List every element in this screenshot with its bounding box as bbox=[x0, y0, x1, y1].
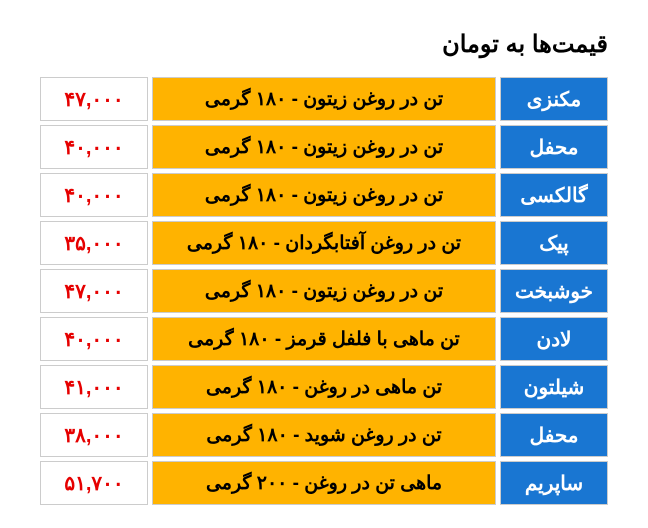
product-cell: تن در روغن زیتون - ۱۸۰ گرمی bbox=[152, 173, 496, 217]
product-cell: ماهی تن در روغن - ۲۰۰ گرمی bbox=[152, 461, 496, 505]
brand-cell: مکنزی bbox=[500, 77, 608, 121]
table-row: لادنتن ماهی با فلفل قرمز - ۱۸۰ گرمی۴۰,۰۰… bbox=[40, 317, 608, 361]
price-cell: ۵۱,۷۰۰ bbox=[40, 461, 148, 505]
price-cell: ۴۰,۰۰۰ bbox=[40, 317, 148, 361]
table-row: پیکتن در روغن آفتابگردان - ۱۸۰ گرمی۳۵,۰۰… bbox=[40, 221, 608, 265]
price-cell: ۴۷,۰۰۰ bbox=[40, 269, 148, 313]
table-row: محفلتن در روغن زیتون - ۱۸۰ گرمی۴۰,۰۰۰ bbox=[40, 125, 608, 169]
brand-cell: محفل bbox=[500, 125, 608, 169]
brand-cell: گالکسی bbox=[500, 173, 608, 217]
price-cell: ۴۰,۰۰۰ bbox=[40, 173, 148, 217]
brand-cell: محفل bbox=[500, 413, 608, 457]
brand-cell: پیک bbox=[500, 221, 608, 265]
product-cell: تن در روغن زیتون - ۱۸۰ گرمی bbox=[152, 269, 496, 313]
product-cell: تن در روغن زیتون - ۱۸۰ گرمی bbox=[152, 125, 496, 169]
product-cell: تن در روغن آفتابگردان - ۱۸۰ گرمی bbox=[152, 221, 496, 265]
table-row: ساپریمماهی تن در روغن - ۲۰۰ گرمی۵۱,۷۰۰ bbox=[40, 461, 608, 505]
table-row: خوشبختتن در روغن زیتون - ۱۸۰ گرمی۴۷,۰۰۰ bbox=[40, 269, 608, 313]
brand-cell: خوشبخت bbox=[500, 269, 608, 313]
price-table: مکنزیتن در روغن زیتون - ۱۸۰ گرمی۴۷,۰۰۰مح… bbox=[40, 77, 608, 505]
price-cell: ۳۵,۰۰۰ bbox=[40, 221, 148, 265]
price-cell: ۴۷,۰۰۰ bbox=[40, 77, 148, 121]
price-cell: ۴۰,۰۰۰ bbox=[40, 125, 148, 169]
product-cell: تن ماهی با فلفل قرمز - ۱۸۰ گرمی bbox=[152, 317, 496, 361]
table-row: گالکسیتن در روغن زیتون - ۱۸۰ گرمی۴۰,۰۰۰ bbox=[40, 173, 608, 217]
page-title: قیمت‌ها به تومان bbox=[40, 30, 608, 59]
brand-cell: لادن bbox=[500, 317, 608, 361]
table-row: مکنزیتن در روغن زیتون - ۱۸۰ گرمی۴۷,۰۰۰ bbox=[40, 77, 608, 121]
table-row: شیلتونتن ماهی در روغن - ۱۸۰ گرمی۴۱,۰۰۰ bbox=[40, 365, 608, 409]
product-cell: تن ماهی در روغن - ۱۸۰ گرمی bbox=[152, 365, 496, 409]
brand-cell: شیلتون bbox=[500, 365, 608, 409]
price-cell: ۳۸,۰۰۰ bbox=[40, 413, 148, 457]
product-cell: تن در روغن شوید - ۱۸۰ گرمی bbox=[152, 413, 496, 457]
product-cell: تن در روغن زیتون - ۱۸۰ گرمی bbox=[152, 77, 496, 121]
price-cell: ۴۱,۰۰۰ bbox=[40, 365, 148, 409]
brand-cell: ساپریم bbox=[500, 461, 608, 505]
table-row: محفلتن در روغن شوید - ۱۸۰ گرمی۳۸,۰۰۰ bbox=[40, 413, 608, 457]
